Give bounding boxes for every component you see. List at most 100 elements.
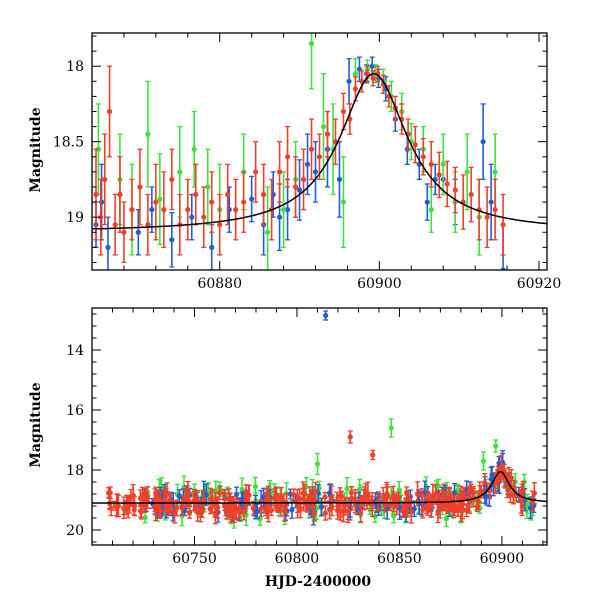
blue-point (169, 237, 175, 243)
red-point (278, 495, 284, 502)
green-outlier-point (480, 458, 487, 464)
red-point (375, 498, 381, 504)
blue-point (451, 490, 458, 496)
red-point (291, 492, 297, 498)
x-tick-label: 60920 (517, 276, 562, 292)
red-point (324, 131, 331, 137)
red-point (112, 222, 118, 228)
blue-point (319, 504, 325, 510)
red-point (123, 506, 130, 512)
red-point (329, 495, 335, 501)
red-point (498, 465, 504, 471)
red-point (185, 207, 191, 213)
red-point (138, 509, 144, 515)
model-curve (92, 470, 547, 504)
red-point (115, 503, 122, 509)
red-point (345, 509, 351, 516)
red-point (184, 493, 191, 499)
red-point (508, 475, 514, 481)
top-panel-zoom: 60880 60900 60920 18 18.5 19 (53, 32, 562, 292)
red-point (221, 491, 227, 497)
blue-outlier-point (323, 312, 329, 319)
x-tick-label: 60900 (357, 276, 402, 292)
blue-point (149, 207, 155, 213)
red-point (201, 497, 207, 503)
red-point (263, 496, 270, 502)
red-point (408, 509, 414, 515)
red-point (419, 492, 425, 499)
red-point (250, 505, 256, 511)
green-point (344, 486, 350, 492)
red-point (322, 510, 328, 516)
red-point (500, 222, 506, 228)
blue-point (276, 214, 283, 220)
red-point (301, 491, 308, 497)
blue-point (249, 196, 255, 202)
green-point (252, 483, 259, 490)
red-point (425, 508, 431, 514)
red-point (311, 510, 317, 516)
blue-point (176, 493, 182, 499)
red-point (137, 184, 143, 190)
green-outlier-point (493, 443, 499, 449)
blue-point (326, 490, 333, 496)
red-point (106, 108, 113, 115)
green-point (492, 169, 498, 175)
y-tick-label: 20 (66, 523, 84, 539)
red-point (215, 504, 221, 511)
red-point (482, 480, 488, 486)
green-point (280, 207, 287, 213)
red-point (341, 503, 347, 510)
red-point (241, 508, 247, 515)
axes-frame (91, 32, 548, 271)
bottom-ylabel: Magnitude (28, 382, 44, 467)
red-point (370, 75, 376, 81)
red-point (179, 505, 185, 512)
y-tick-label: 14 (66, 343, 84, 359)
red-point (271, 495, 278, 501)
red-point (478, 489, 484, 495)
blue-point (304, 161, 311, 167)
red-point (337, 493, 343, 499)
blue-point (189, 214, 195, 220)
red-point (436, 172, 442, 178)
green-point (464, 169, 470, 175)
red-point (223, 510, 230, 516)
axes-frame (91, 307, 548, 546)
y-tick-label: 16 (66, 403, 84, 419)
blue-point (480, 139, 486, 145)
red-point (261, 191, 267, 198)
red-point (404, 489, 410, 496)
green-point (265, 229, 271, 235)
plot-area (92, 310, 547, 529)
bottom-xlabel: HJD-2400000 (265, 574, 372, 590)
red-point (93, 191, 99, 198)
green-outlier-point (388, 425, 394, 431)
green-point (157, 196, 163, 202)
red-point (199, 508, 205, 514)
red-point (226, 495, 232, 502)
red-point (108, 505, 114, 512)
green-point (428, 207, 434, 213)
red-point (452, 187, 458, 193)
red-point (414, 491, 421, 497)
red-point (236, 509, 243, 515)
red-point (169, 176, 175, 183)
red-point (172, 509, 178, 515)
blue-point (312, 169, 319, 175)
red-point (117, 191, 123, 198)
red-point (433, 491, 439, 497)
blue-point (296, 187, 303, 193)
red-point (492, 207, 498, 213)
red-outlier-point (347, 434, 353, 440)
red-point (390, 494, 396, 500)
y-tick-label: 18.5 (53, 135, 84, 151)
red-point (139, 492, 146, 498)
x-tick-label: 60900 (480, 551, 525, 567)
red-point (444, 181, 450, 187)
red-point (518, 498, 524, 504)
red-point (296, 502, 302, 509)
red-point (217, 222, 223, 228)
blue-point (496, 460, 502, 466)
